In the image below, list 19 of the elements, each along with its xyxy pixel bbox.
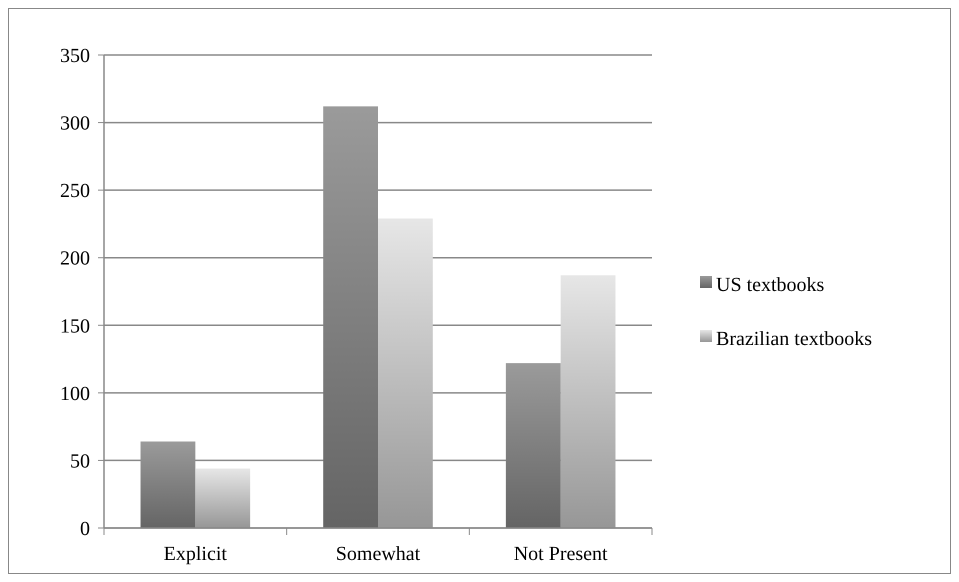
x-tick-label: Somewhat	[336, 543, 421, 565]
y-tick-label: 200	[60, 248, 90, 270]
legend-label: US textbooks	[716, 274, 825, 296]
bar	[378, 218, 433, 528]
bar	[195, 468, 250, 528]
legend-label: Brazilian textbooks	[716, 328, 872, 350]
bar	[560, 275, 616, 528]
x-tick-label: Not Present	[514, 543, 608, 565]
y-tick-label: 150	[60, 315, 90, 338]
y-tick-label: 0	[80, 518, 90, 540]
y-tick-label: 300	[60, 112, 90, 135]
y-tick-label: 250	[60, 180, 90, 202]
bar	[323, 106, 378, 528]
y-tick-label: 350	[60, 45, 90, 67]
y-tick-label: 100	[60, 382, 90, 405]
x-tick-label: Explicit	[164, 543, 228, 565]
bar	[506, 363, 561, 528]
bar	[140, 442, 196, 528]
y-tick-label: 50	[70, 450, 90, 472]
